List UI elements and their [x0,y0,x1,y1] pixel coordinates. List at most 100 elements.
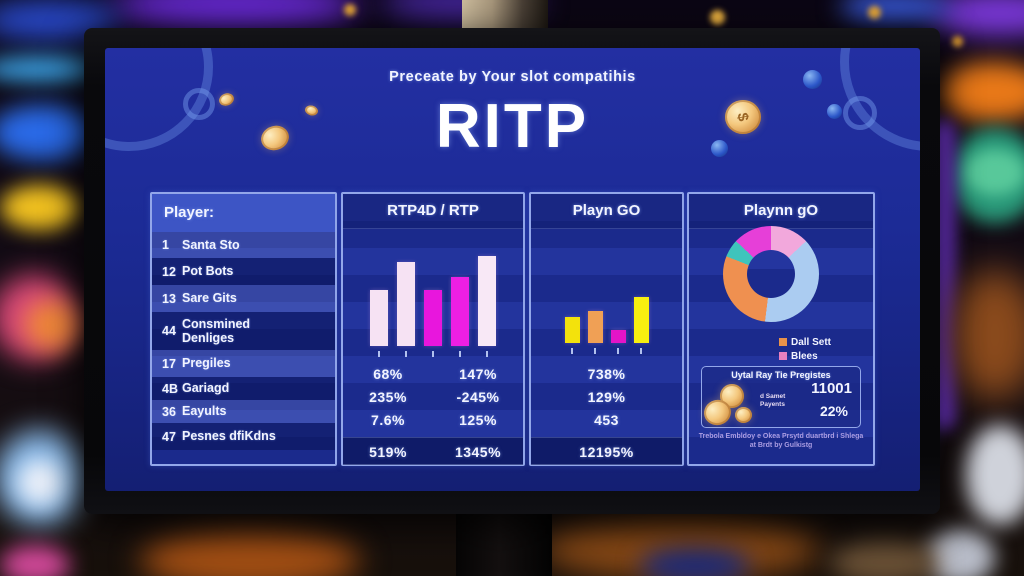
blue-orb-3 [827,104,842,119]
player-rank: 36 [162,404,176,419]
value-row: 453 [531,408,682,431]
player-name: Santa Sto [182,237,240,252]
player-name: Consmined Denliges [182,316,251,345]
player-name: Gariagd [182,381,230,396]
value-cell: 129% [587,388,626,405]
bar [633,297,649,354]
playngo-panel-header: Playn GO [531,194,682,229]
player-row: 4B Gariagd [152,377,335,400]
slot-screen-orange [25,300,80,350]
bokeh-gold-2 [710,10,725,25]
player-name: Sare Gits [182,291,237,306]
player-rank: 47 [162,429,176,444]
legend-item: Blees [779,349,831,363]
slot-bottom-pink [0,545,70,576]
info-box-title: Uytal Ray Tie Pregistes [731,370,831,380]
bar [424,290,442,357]
donut-panel: Playnn gO Dall Sett Blees Uytal Ray Tie [687,192,875,466]
ceiling-glow-purple [110,0,360,30]
neon-orange-band [938,62,1024,122]
slot-neon-text [0,105,95,160]
swirl-curl-right [843,96,877,130]
value-cell: 7.6% [371,411,405,428]
footnote: Trebola Embldoy e Okea Prsytd duartbrd i… [689,432,873,451]
monitor: $ Preceate by Your slot compatihis RITP … [84,28,940,514]
player-row: 17 Pregiles [152,350,335,377]
donut-legend: Dall Sett Blees [779,335,831,363]
value-cell: 147% [459,365,497,382]
bar [478,256,496,357]
player-name: Eayults [182,404,227,419]
player-row: 44 Consmined Denliges [152,312,335,350]
bokeh-gold-3 [868,6,881,19]
legend-label: Blees [791,350,818,362]
player-panel-header: Player: [152,194,335,232]
player-rank: 12 [162,264,176,279]
player-name: Pesnes dfiKdns [182,429,276,444]
value-cell: 12195% [579,443,634,460]
player-rank: 4B [162,381,178,396]
donut-chart [723,226,819,322]
ceiling-glow-blue-right [840,0,950,22]
playngo-panel: Playn GO 738% 129% 453 [529,192,684,466]
bar [451,276,469,358]
value-cell: 235% [369,388,407,405]
bokeh-gold-4 [952,36,963,47]
value-row: 235% -245% [343,385,523,408]
warm-glow [950,270,1024,400]
value-cell: 453 [594,411,619,428]
blue-orb-1 [711,140,728,157]
rtp-bar-chart [353,256,513,358]
value-row: 129% [531,385,682,408]
player-row: 1 Santa Sto [152,232,335,258]
player-rank: 13 [162,291,176,306]
slot-crown-glow [0,185,80,230]
payout-info-box: Uytal Ray Tie Pregistes d Samet Payents … [701,366,861,429]
player-rank: 17 [162,356,176,371]
value-cell: 519% [369,443,407,460]
footnote-line-2: at Brdt by Gulkistg [749,442,813,450]
value-row: 519% 1345% [343,437,523,465]
player-row: 12 Pot Bots [152,258,335,285]
floor-beige [830,540,940,576]
value-row: 7.6% 125% [343,408,523,431]
value-row: 738% [531,362,682,385]
bar [564,317,580,354]
bar [610,329,626,355]
dashboard-screen: $ Preceate by Your slot compatihis RITP … [105,48,920,491]
legend-label: Dall Sett [791,336,832,348]
playngo-values: 738% 129% 453 12195% [531,362,682,465]
info-value-count: 11001 [811,380,852,397]
player-rank: 1 [162,238,169,252]
footnote-line-1: Trebola Embldoy e Okea Prsytd duartbrd i… [698,433,864,440]
info-value-percent: 22% [819,403,848,419]
donut-hole [747,250,795,298]
player-rank: 44 [162,324,176,338]
bar [397,262,415,357]
bar [587,311,603,354]
player-panel: Player: 1 Santa Sto 12 Pot Bots 13 Sare … [150,192,337,466]
value-cell: 1345% [454,443,502,460]
blue-orb-2 [803,70,822,89]
player-name: Pot Bots [182,264,234,279]
legend-swatch [779,352,787,360]
rtp-panel: RTP4D / RTP 68% 147% 235% -245% [341,192,525,466]
floor-blue-reflection [640,548,750,576]
player-row: 13 Sare Gits [152,285,335,312]
screen-subtitle: Preceate by Your slot compatihis [389,69,636,85]
bar [370,290,388,357]
bokeh-gold-1 [344,4,356,16]
value-cell: 125% [459,411,497,428]
slot-screen-white [18,460,63,505]
gold-coin-large: $ [725,100,761,134]
value-cell: -245% [456,388,500,405]
coin-caption: d Samet Payents [760,393,786,409]
info-coin-3 [735,407,752,423]
screen-title: RITP [435,92,590,161]
legend-swatch [779,338,787,346]
chair-white-1 [965,425,1024,525]
value-row: 68% 147% [343,362,523,385]
donut-panel-header: Playnn gO [689,194,873,229]
value-cell: 68% [373,365,403,382]
